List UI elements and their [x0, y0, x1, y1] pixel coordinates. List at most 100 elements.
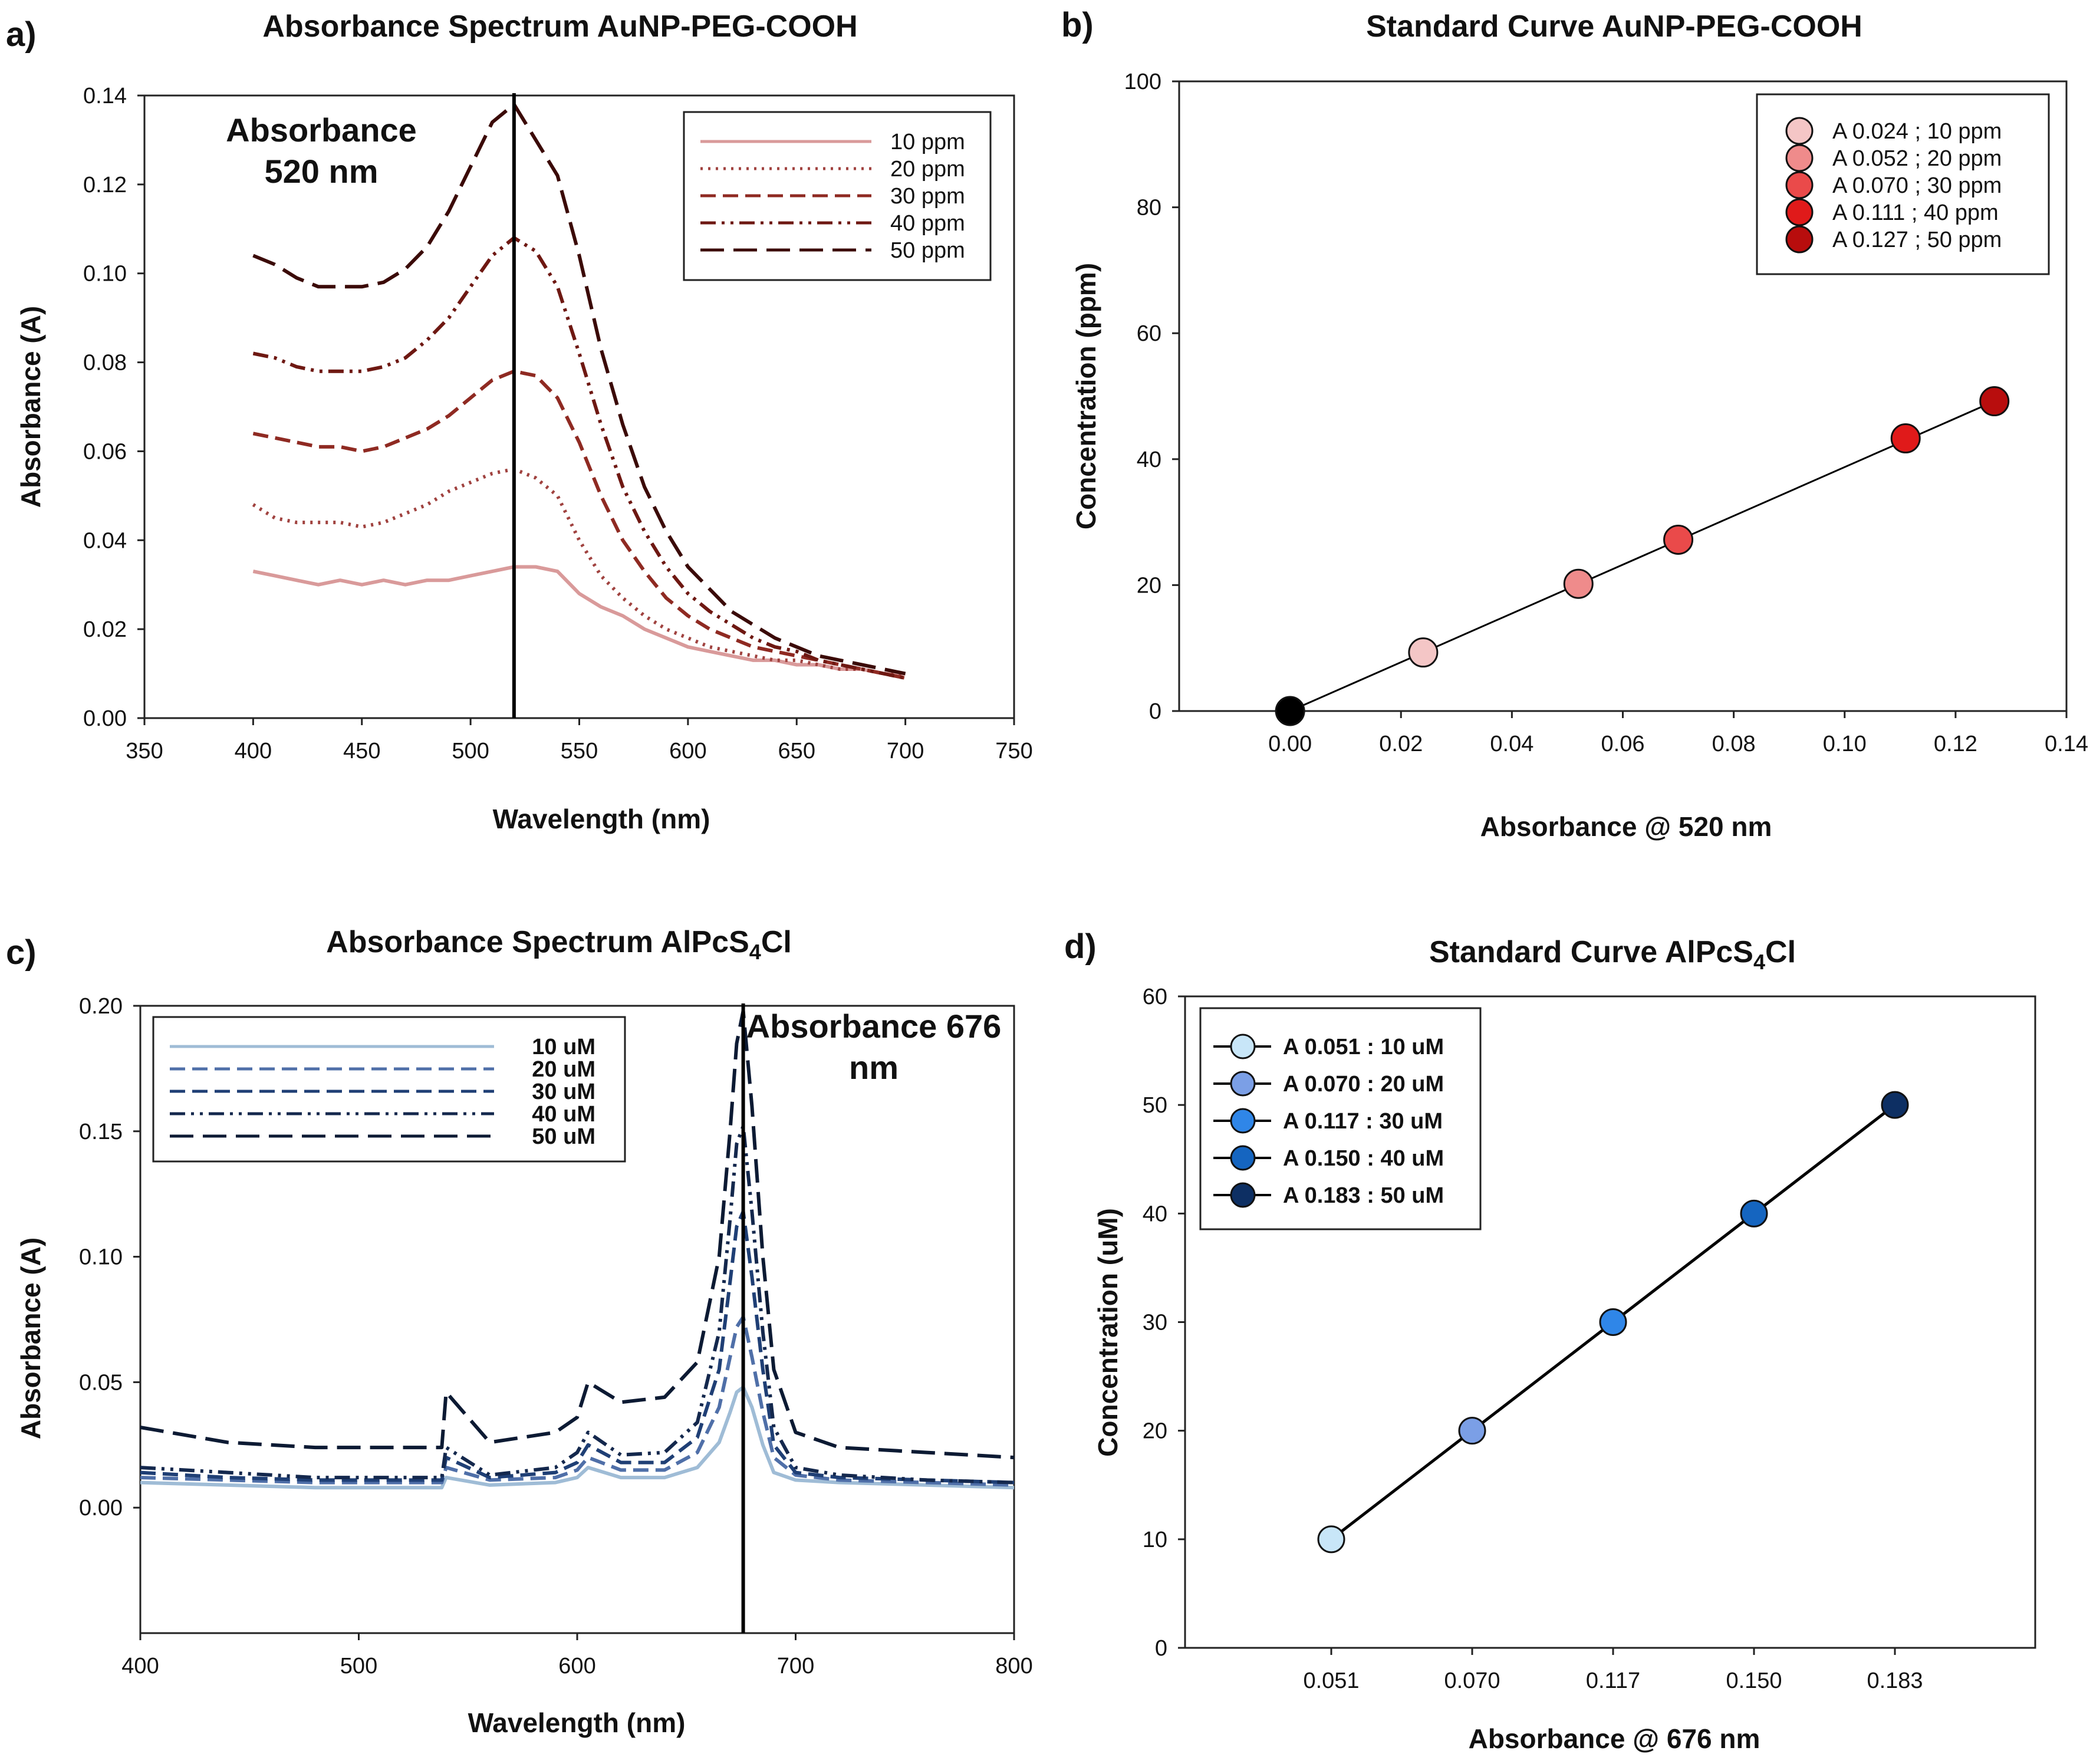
y-tick-label: 10 — [1143, 1528, 1167, 1552]
series-line — [140, 1009, 1015, 1460]
y-axis-label: Concentration (uM) — [1092, 1208, 1123, 1457]
data-point — [1275, 696, 1305, 726]
series-line — [252, 236, 906, 680]
legend-entry: A 0.111 ; 40 ppm — [1832, 200, 1999, 225]
chart-title-subscript: 4 — [749, 940, 761, 964]
data-point — [1740, 1199, 1768, 1227]
legend-marker — [1230, 1034, 1256, 1059]
data-point — [1563, 568, 1594, 599]
data-point — [1458, 1417, 1486, 1445]
x-tick-label: 650 — [778, 739, 815, 763]
panel-label: b) — [1061, 6, 1094, 44]
panel-label: c) — [6, 933, 37, 972]
legend-entry: 40 uM — [532, 1102, 595, 1127]
x-tick-label: 350 — [126, 739, 163, 763]
legend-entry: A 0.117 : 30 uM — [1283, 1109, 1443, 1134]
legend-marker — [1785, 144, 1814, 172]
chart-title-end: Cl — [1765, 935, 1796, 969]
y-tick-label: 0.10 — [79, 1245, 123, 1270]
legend-entry: A 0.183 : 50 uM — [1283, 1183, 1444, 1208]
legend-entry: A 0.051 : 10 uM — [1283, 1035, 1444, 1059]
x-tick-label: 600 — [669, 739, 706, 763]
x-tick-label: 750 — [995, 739, 1032, 763]
chart-panel-3: d) Standard Curve AlPcS4Cl Absorbance @ 67… — [1064, 927, 2036, 1754]
x-tick-label: 600 — [558, 1654, 595, 1679]
chart-panel-0: a) Absorbance Spectrum AuNP-PEG-COOH Wavel… — [6, 9, 1033, 834]
legend-entry: A 0.070 : 20 uM — [1283, 1072, 1444, 1097]
legend-marker — [1785, 225, 1814, 254]
y-tick-label: 80 — [1137, 196, 1161, 220]
x-tick-label: 400 — [121, 1654, 159, 1679]
y-tick-label: 0.02 — [83, 617, 127, 642]
x-axis-label: Absorbance @ 520 nm — [1480, 811, 1772, 842]
x-tick-label: 0.08 — [1712, 732, 1756, 756]
chart-panel-1: b) Standard Curve AuNP-PEG-COOH Absorbance… — [1061, 6, 2088, 842]
y-tick-label: 0.04 — [83, 528, 127, 553]
legend-marker — [1230, 1108, 1256, 1134]
chart-title: Absorbance Spectrum AlPcS4Cl — [326, 925, 792, 964]
peak-annotation: Absorbance 676 — [746, 1008, 1002, 1045]
legend-entry: 10 uM — [532, 1035, 595, 1059]
x-axis-label: Wavelength (nm) — [493, 804, 710, 834]
legend-marker — [1785, 198, 1814, 226]
series-line — [140, 1210, 1015, 1485]
y-tick-label: 60 — [1143, 985, 1167, 1009]
x-tick-label: 500 — [452, 739, 489, 763]
peak-annotation: nm — [849, 1049, 899, 1086]
chart-panel-2: c) Absorbance Spectrum AlPcS4Cl Wavelength… — [6, 925, 1033, 1738]
y-tick-label: 20 — [1143, 1419, 1167, 1444]
legend-entry: 20 ppm — [890, 157, 965, 182]
legend-entry: 20 uM — [532, 1057, 595, 1082]
x-tick-label: 0.04 — [1490, 732, 1533, 756]
y-tick-label: 0.05 — [79, 1370, 123, 1395]
peak-annotation: Absorbance — [226, 111, 417, 149]
series-line — [140, 1124, 1015, 1485]
x-tick-label: 0.10 — [1823, 732, 1867, 756]
y-tick-label: 0.08 — [83, 351, 127, 376]
legend-entry: 50 uM — [532, 1124, 595, 1149]
data-point — [1317, 1525, 1345, 1554]
legend-entry: A 0.127 ; 50 ppm — [1832, 228, 2002, 252]
data-point — [1881, 1091, 1909, 1119]
legend-entry: 30 uM — [532, 1080, 595, 1104]
x-tick-label: 0.00 — [1268, 732, 1312, 756]
series-line — [252, 103, 906, 676]
x-tick-label: 550 — [561, 739, 598, 763]
chart-title-subscript: 4 — [1753, 950, 1765, 974]
y-axis-label: Concentration (ppm) — [1071, 263, 1101, 529]
legend-entry: 40 ppm — [890, 211, 965, 236]
x-tick-label: 500 — [340, 1654, 377, 1679]
legend-entry: 50 ppm — [890, 238, 965, 263]
y-tick-label: 0.00 — [79, 1496, 123, 1521]
x-tick-label: 0.14 — [2045, 732, 2088, 756]
y-tick-label: 40 — [1137, 447, 1161, 472]
panel-label: a) — [6, 15, 37, 54]
x-axis-label: Absorbance @ 676 nm — [1469, 1723, 1760, 1754]
y-tick-label: 0.00 — [83, 706, 127, 731]
x-tick-label: 450 — [343, 739, 380, 763]
data-point — [1890, 423, 1921, 454]
x-tick-label: 700 — [777, 1654, 814, 1679]
legend-marker — [1785, 171, 1814, 199]
y-axis-label: Absorbance (A) — [15, 306, 46, 508]
x-tick-label: 400 — [235, 739, 272, 763]
legend-marker — [1230, 1071, 1256, 1097]
y-tick-label: 60 — [1137, 321, 1161, 346]
legend-entry: A 0.150 : 40 uM — [1283, 1146, 1444, 1171]
panel-label: d) — [1064, 927, 1097, 966]
series-line — [252, 565, 906, 676]
y-tick-label: 0.10 — [83, 262, 127, 287]
chart-title-end: Cl — [761, 925, 792, 959]
y-tick-label: 0 — [1149, 699, 1161, 724]
x-tick-label: 0.117 — [1586, 1668, 1640, 1693]
y-tick-label: 0.14 — [83, 84, 127, 108]
x-tick-label: 0.070 — [1444, 1668, 1500, 1693]
y-tick-label: 0.12 — [83, 173, 127, 198]
series-line — [140, 1315, 1015, 1487]
y-tick-label: 0.06 — [83, 439, 127, 464]
data-point — [1663, 525, 1694, 555]
y-tick-label: 0 — [1155, 1636, 1167, 1661]
series-line — [252, 369, 906, 680]
y-tick-label: 20 — [1137, 573, 1161, 598]
